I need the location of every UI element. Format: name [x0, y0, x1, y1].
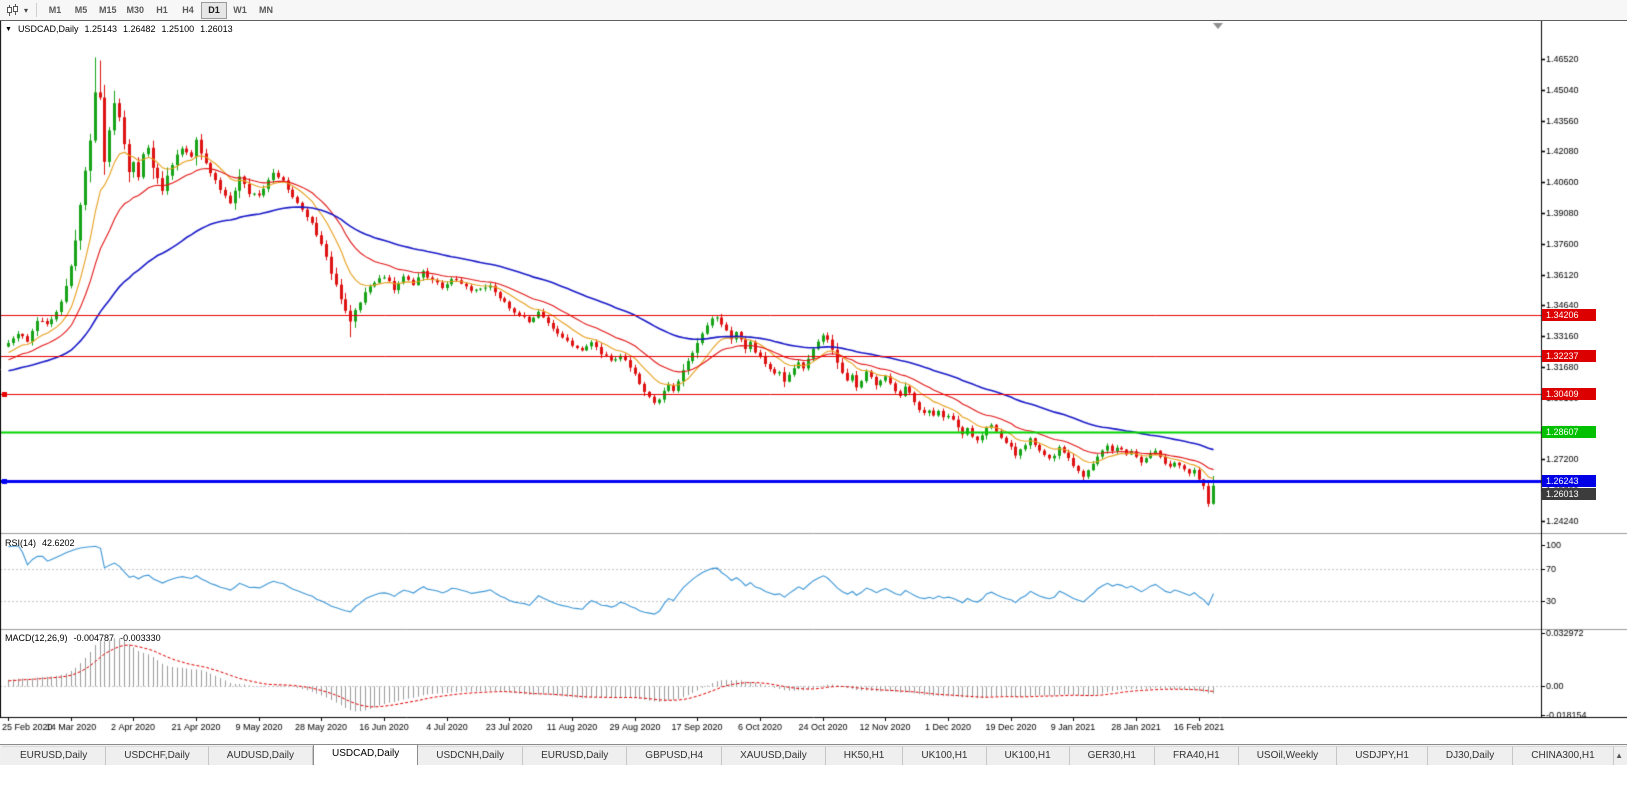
instrument-tab[interactable]: U	[1613, 746, 1627, 765]
timeframe-button-m15[interactable]: M15	[99, 4, 117, 15]
macd-signal-value: -0.003330	[120, 633, 161, 643]
instrument-tab[interactable]: USDCNH,Daily	[418, 746, 524, 765]
instrument-tab[interactable]: HK50,H1	[825, 746, 904, 765]
ohlc-close: 1.26013	[200, 24, 233, 34]
rsi-panel-title: RSI(14) 42.6202	[5, 538, 75, 548]
timeframe-button-m30[interactable]: M30	[126, 4, 145, 15]
triangle-down-icon[interactable]: ▼	[5, 25, 12, 33]
macd-name: MACD(12,26,9)	[5, 633, 68, 643]
ohlc-open: 1.25143	[84, 24, 117, 34]
instrument-tab[interactable]: UK100,H1	[903, 746, 987, 765]
price-level-label: 1.28607	[1542, 426, 1596, 438]
chart-title: ▼ USDCAD,Daily 1.25143 1.26482 1.25100 1…	[5, 24, 233, 34]
instrument-tab[interactable]: EURUSD,Daily	[523, 746, 628, 765]
timeframe-button-d1[interactable]: D1	[201, 1, 228, 19]
timeframe-button-w1[interactable]: W1	[233, 4, 247, 15]
instrument-tabbar: EURUSD,Daily USDCHF,Daily AUDUSD,Daily USDC…	[0, 744, 1627, 765]
chevron-down-icon[interactable]: ▾	[23, 5, 28, 15]
timeframe-button-h4[interactable]: H4	[182, 4, 194, 15]
timeframe-button-m5[interactable]: M5	[74, 4, 88, 15]
instrument-tab[interactable]: GER30,H1	[1069, 746, 1155, 765]
instrument-tab[interactable]: XAUUSD,Daily	[722, 746, 826, 765]
candlestick-chart-icon[interactable]	[3, 2, 21, 18]
timeframe-button-mn[interactable]: MN	[259, 4, 274, 15]
price-level-label: 1.26243	[1542, 475, 1596, 487]
rsi-value: 42.6202	[42, 538, 75, 548]
chart-area: ▼ USDCAD,Daily 1.25143 1.26482 1.25100 1…	[0, 21, 1627, 744]
price-level-label: 1.32237	[1542, 350, 1596, 362]
timeframe-button-m1[interactable]: M1	[48, 4, 62, 15]
instrument-tab[interactable]: USDJPY,H1	[1337, 746, 1428, 765]
timeframe-group: M1 M5 M15 M30 H1 H4 D1 W1 MN	[42, 1, 279, 19]
ohlc-low: 1.25100	[161, 24, 195, 34]
macd-panel-title: MACD(12,26,9) -0.004787 -0.003330	[5, 633, 161, 643]
instrument-tab[interactable]: GBPUSD,H4	[627, 746, 723, 765]
price-level-label: 1.34206	[1542, 309, 1596, 321]
current-price-label: 1.26013	[1542, 488, 1596, 500]
toolbar-separator	[36, 3, 37, 17]
timeframe-toolbar: ▾ M1 M5 M15 M30 H1 H4 D1 W1 MN	[0, 0, 1627, 21]
instrument-tab[interactable]: USOil,Weekly	[1238, 746, 1338, 765]
instrument-tab[interactable]: CHINA300,H1	[1513, 746, 1614, 765]
rsi-name: RSI(14)	[5, 538, 37, 548]
macd-main-value: -0.004787	[73, 633, 115, 643]
price-chart-canvas[interactable]	[0, 21, 1627, 744]
trading-terminal: ▾ M1 M5 M15 M30 H1 H4 D1 W1 MN ▼ USDCAD,Daily 1.…	[0, 0, 1627, 765]
instrument-tab[interactable]: AUDUSD,Daily	[208, 746, 314, 765]
timeframe-button-h1[interactable]: H1	[156, 4, 168, 15]
instrument-tab[interactable]: USDCAD,Daily	[313, 745, 419, 765]
instrument-tab[interactable]: USDCHF,Daily	[106, 746, 209, 765]
instrument-tab[interactable]: EURUSD,Daily	[2, 746, 107, 765]
tabbar-scroll-icon[interactable]: ▲	[1615, 751, 1623, 760]
instrument-tab[interactable]: FRA40,H1	[1155, 746, 1239, 765]
instrument-tab[interactable]: DJ30,Daily	[1427, 746, 1514, 765]
instrument-tab[interactable]: UK100,H1	[986, 746, 1070, 765]
price-level-label: 1.30409	[1542, 388, 1596, 400]
ohlc-high: 1.26482	[123, 24, 156, 34]
chart-symbol: USDCAD,Daily	[17, 24, 79, 34]
